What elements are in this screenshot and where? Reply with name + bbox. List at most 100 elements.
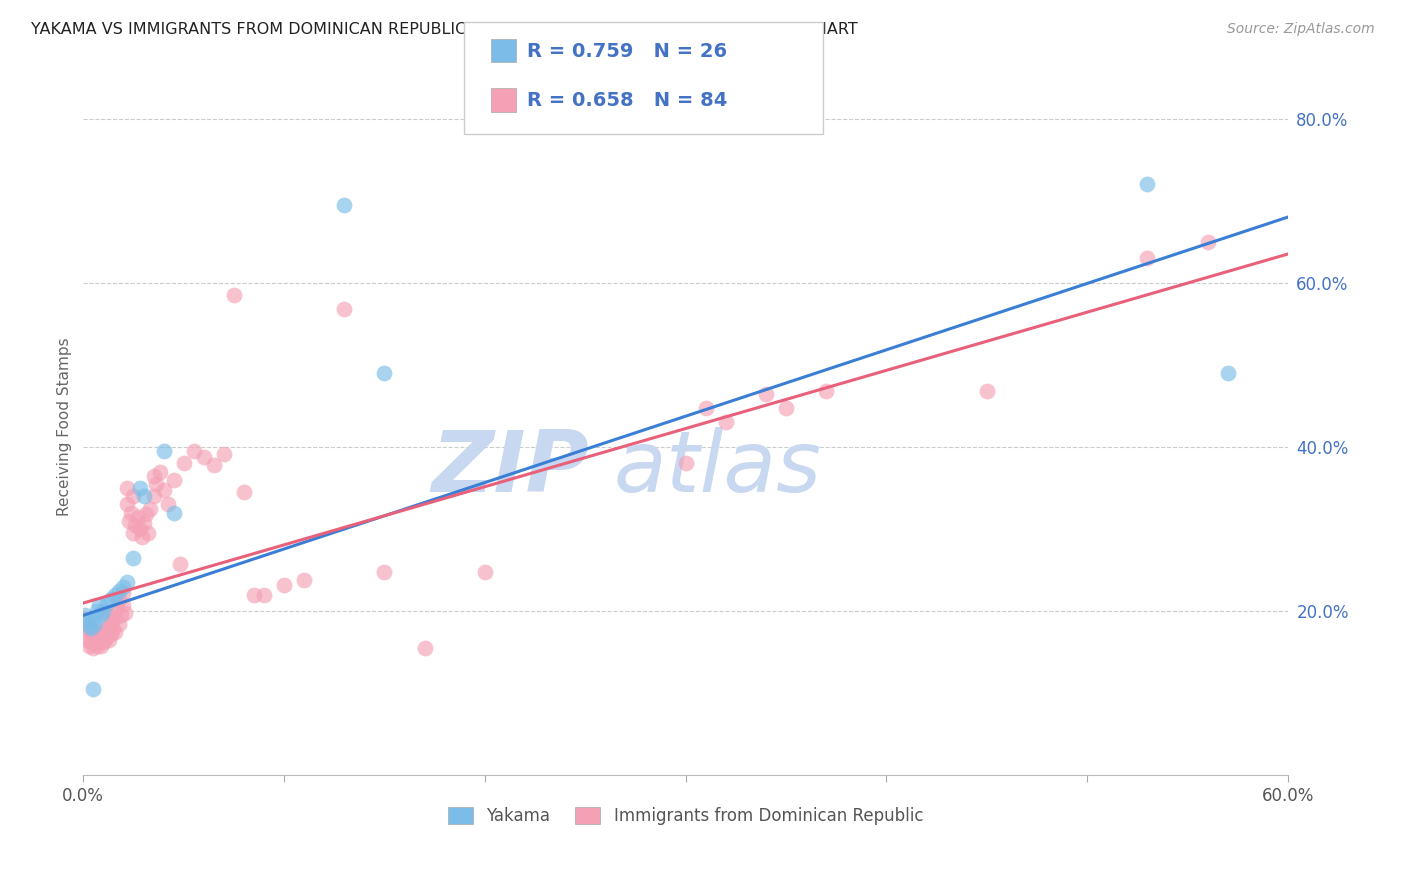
Point <box>163 506 186 520</box>
Point <box>232 485 254 500</box>
Point <box>86 629 108 643</box>
Point <box>333 301 356 316</box>
Point <box>169 557 191 571</box>
Point <box>84 634 107 648</box>
Point <box>145 477 167 491</box>
Point <box>156 498 179 512</box>
Point <box>127 509 149 524</box>
Point <box>112 580 135 594</box>
Point <box>93 624 115 639</box>
Point <box>79 619 101 633</box>
Point <box>373 565 395 579</box>
Point <box>108 591 131 606</box>
Point <box>183 444 205 458</box>
Point <box>96 629 118 643</box>
Point <box>117 481 139 495</box>
Point <box>413 641 436 656</box>
Point <box>775 401 797 415</box>
Point <box>253 588 276 602</box>
Point <box>79 627 101 641</box>
Point <box>152 444 174 458</box>
Point <box>212 446 235 460</box>
Point <box>202 458 225 472</box>
Point <box>96 596 118 610</box>
Point <box>128 522 150 536</box>
Point <box>103 622 125 636</box>
Point <box>112 598 135 612</box>
Point <box>89 635 111 649</box>
Point <box>1136 251 1159 265</box>
Point <box>76 622 98 636</box>
Point <box>118 514 141 528</box>
Point <box>142 468 165 483</box>
Point <box>93 635 115 649</box>
Text: R = 0.759   N = 26: R = 0.759 N = 26 <box>527 42 727 62</box>
Point <box>76 632 98 647</box>
Point <box>135 508 157 522</box>
Point <box>84 616 107 631</box>
Point <box>110 608 132 623</box>
Point <box>132 516 155 530</box>
Point <box>94 632 117 647</box>
Point <box>1136 178 1159 192</box>
Text: YAKAMA VS IMMIGRANTS FROM DOMINICAN REPUBLIC RECEIVING FOOD STAMPS CORRELATION C: YAKAMA VS IMMIGRANTS FROM DOMINICAN REPU… <box>31 22 858 37</box>
Point <box>122 526 145 541</box>
Point <box>1197 235 1219 249</box>
Point <box>163 473 186 487</box>
Point <box>80 622 103 636</box>
Point <box>103 604 125 618</box>
Point <box>138 501 160 516</box>
Point <box>117 575 139 590</box>
Y-axis label: Receiving Food Stamps: Receiving Food Stamps <box>58 337 72 516</box>
Point <box>93 604 115 618</box>
Point <box>675 457 697 471</box>
Point <box>98 621 121 635</box>
Point <box>89 627 111 641</box>
Point <box>82 682 104 697</box>
Point <box>117 498 139 512</box>
Point <box>136 526 159 541</box>
Point <box>114 606 136 620</box>
Point <box>98 632 121 647</box>
Point <box>75 612 97 626</box>
Point <box>755 386 778 401</box>
Point <box>82 612 104 626</box>
Point <box>222 288 245 302</box>
Point <box>122 489 145 503</box>
Point <box>107 600 129 615</box>
Point <box>193 450 215 464</box>
Point <box>90 631 112 645</box>
Point <box>292 573 315 587</box>
Text: ZIP: ZIP <box>432 427 589 510</box>
Point <box>80 624 103 639</box>
Point <box>90 608 112 623</box>
Point <box>131 530 153 544</box>
Point <box>714 415 737 429</box>
Point <box>1216 366 1239 380</box>
Point <box>112 586 135 600</box>
Point <box>173 457 195 471</box>
Point <box>100 627 122 641</box>
Point <box>104 611 127 625</box>
Point <box>76 614 98 628</box>
Point <box>132 489 155 503</box>
Text: Source: ZipAtlas.com: Source: ZipAtlas.com <box>1227 22 1375 37</box>
Legend: Yakama, Immigrants from Dominican Republic: Yakama, Immigrants from Dominican Republ… <box>440 798 932 833</box>
Point <box>128 481 150 495</box>
Point <box>89 598 111 612</box>
Point <box>243 588 266 602</box>
Point <box>94 622 117 636</box>
Point <box>86 639 108 653</box>
Point <box>100 614 122 628</box>
Point <box>373 366 395 380</box>
Point <box>122 550 145 565</box>
Point <box>75 608 97 623</box>
Point <box>80 635 103 649</box>
Point <box>79 639 101 653</box>
Text: R = 0.658   N = 84: R = 0.658 N = 84 <box>527 91 728 111</box>
Point <box>976 384 998 399</box>
Point <box>152 483 174 497</box>
Point <box>82 641 104 656</box>
Point <box>108 583 131 598</box>
Point <box>96 608 118 623</box>
